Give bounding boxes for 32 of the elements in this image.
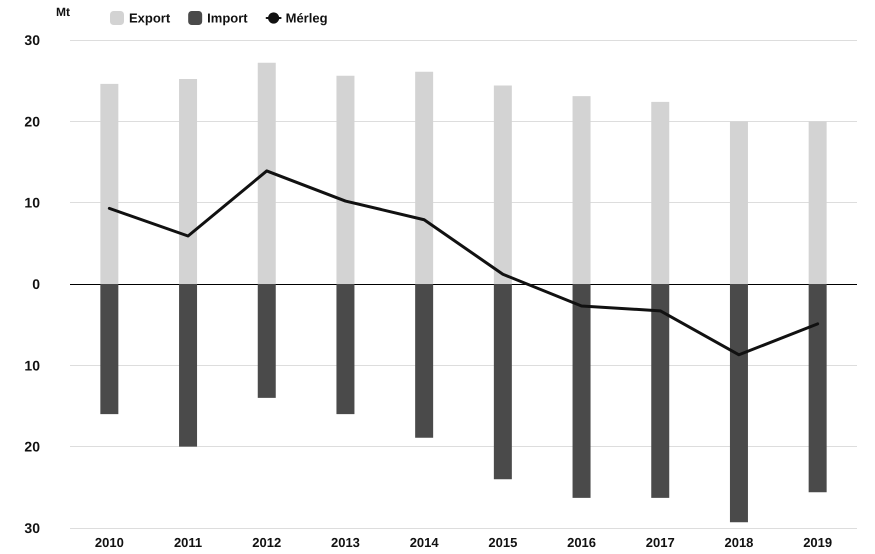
x-tick-label: 2012	[252, 535, 282, 550]
x-tick-label: 2014	[410, 535, 440, 550]
line-series	[108, 169, 820, 356]
bar	[808, 284, 827, 492]
bar	[494, 284, 512, 480]
x-tick-label: 2016	[567, 535, 596, 550]
bar	[415, 284, 434, 438]
bar	[730, 284, 748, 522]
legend-label: Mérleg	[286, 10, 328, 26]
legend-label: Export	[129, 10, 171, 26]
x-tick-label: 2017	[646, 535, 675, 550]
x-tick-label: 2018	[724, 535, 754, 550]
y-axis-title: Mt	[56, 5, 70, 19]
y-tick-label: 20	[24, 438, 40, 455]
y-tick-label: 30	[24, 32, 40, 48]
bar	[651, 284, 670, 498]
x-tick-label: 2019	[803, 535, 832, 550]
bar	[572, 284, 591, 498]
x-tick-label: 2015	[488, 535, 518, 550]
y-tick-label: 10	[24, 357, 40, 374]
bar	[336, 284, 354, 414]
bar	[258, 284, 276, 398]
legend-label: Import	[207, 10, 248, 26]
y-tick-label: 10	[24, 194, 40, 211]
bar	[100, 284, 118, 414]
y-tick-label: 0	[32, 276, 40, 292]
y-tick-label: 20	[24, 113, 40, 130]
x-tick-label: 2011	[174, 535, 202, 550]
x-tick-label: 2013	[330, 535, 360, 550]
y-tick-label: 30	[24, 520, 40, 536]
x-tick-label: 2010	[94, 535, 124, 550]
bar	[179, 284, 198, 447]
